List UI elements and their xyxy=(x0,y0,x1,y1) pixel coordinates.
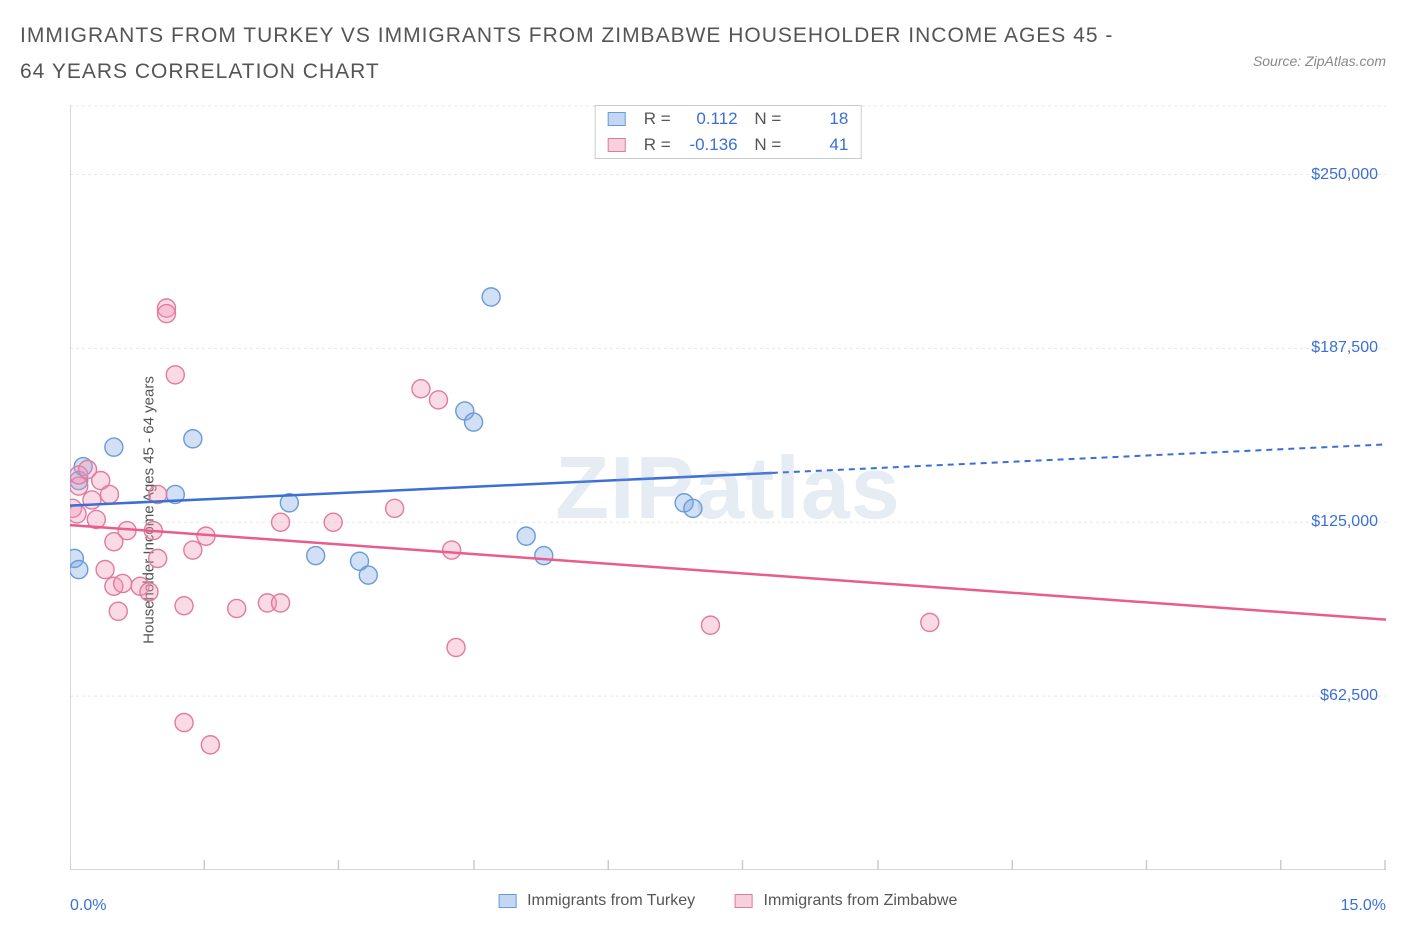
source-label: Source: ZipAtlas.com xyxy=(1253,53,1386,69)
y-tick-label: $250,000 xyxy=(1311,166,1378,184)
y-tick-label: $62,500 xyxy=(1320,687,1378,705)
legend-item-turkey: Immigrants from Turkey xyxy=(499,892,695,910)
stats-row-turkey: R =0.112 N =18 xyxy=(596,106,861,132)
chart-svg xyxy=(70,105,1386,870)
stats-legend: R =0.112 N =18 R =-0.136 N =41 xyxy=(595,105,862,159)
bottom-legend: Immigrants from Turkey Immigrants from Z… xyxy=(499,892,958,910)
y-tick-label: $125,000 xyxy=(1311,513,1378,531)
swatch-zimbabwe-icon xyxy=(735,894,753,908)
swatch-zimbabwe xyxy=(608,138,626,152)
plot-area: ZIPatlas R =0.112 N =18 R =-0.136 N =41 … xyxy=(70,105,1386,870)
chart-container: Householder Income Ages 45 - 64 years ZI… xyxy=(20,105,1386,915)
legend-item-zimbabwe: Immigrants from Zimbabwe xyxy=(735,892,957,910)
y-tick-label: $187,500 xyxy=(1311,339,1378,357)
swatch-turkey xyxy=(608,112,626,126)
swatch-turkey-icon xyxy=(499,894,517,908)
x-tick-end: 15.0% xyxy=(1341,897,1386,915)
stats-row-zimbabwe: R =-0.136 N =41 xyxy=(596,132,861,158)
chart-title: IMMIGRANTS FROM TURKEY VS IMMIGRANTS FRO… xyxy=(20,18,1120,89)
x-tick-start: 0.0% xyxy=(70,897,106,915)
